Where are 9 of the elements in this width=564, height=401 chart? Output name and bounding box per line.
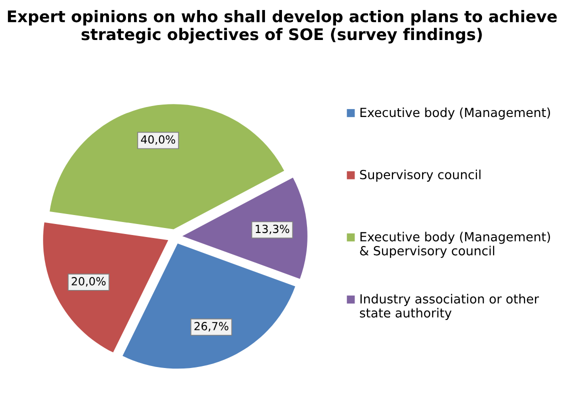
legend-label: Executive body (Management) & Supervisory council [360, 232, 550, 258]
legend-label: Executive body (Management) [360, 107, 550, 120]
data-label: 40,0% [140, 135, 176, 145]
chart-title: Expert opinions on who shall develop action plans to achieve strategic objectives of SOE (survey findings) [8, 10, 557, 44]
legend-label: Supervisory council [360, 170, 480, 182]
data-label: 13,3% [256, 224, 290, 234]
data-label: 26,7% [194, 322, 228, 332]
data-label: 20,0% [72, 277, 106, 287]
legend-label: Industry association or other state authority [360, 294, 539, 320]
